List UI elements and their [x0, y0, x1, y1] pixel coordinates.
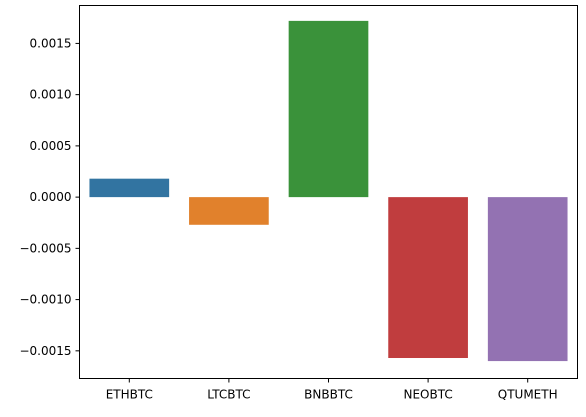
bar-neobtc: [388, 197, 468, 359]
x-tick-label-bnbbtc: BNBBTC: [304, 388, 353, 402]
x-tick-label-ltcbtc: LTCBTC: [207, 388, 250, 402]
bar-bnbbtc: [288, 20, 369, 198]
y-tick-label: −0.0015: [19, 344, 71, 358]
bar-ltcbtc: [189, 197, 269, 225]
y-tick-label: 0.0000: [30, 190, 72, 204]
x-tick-label-qtumeth: QTUMETH: [498, 388, 558, 402]
bar-qtumeth: [487, 197, 568, 362]
y-axis: 0.0015 0.0010 0.0005 0.0000 −0.0005 −0.0010 −0…: [19, 36, 80, 358]
y-tick-label: −0.0010: [19, 293, 71, 307]
x-tick-label-neobtc: NEOBTC: [403, 388, 452, 402]
plot-frame: [79, 5, 578, 379]
y-tick-label: −0.0005: [19, 241, 71, 255]
y-tick-label: 0.0005: [30, 139, 72, 153]
y-tick-label: 0.0010: [30, 88, 72, 102]
x-axis: ETHBTC LTCBTC BNBBTC NEOBTC QTUMETH: [106, 378, 558, 402]
bars-layer: [89, 20, 568, 362]
x-tick-label-ethbtc: ETHBTC: [106, 388, 153, 402]
bar-ethbtc: [89, 178, 170, 198]
y-tick-label: 0.0015: [30, 36, 72, 50]
